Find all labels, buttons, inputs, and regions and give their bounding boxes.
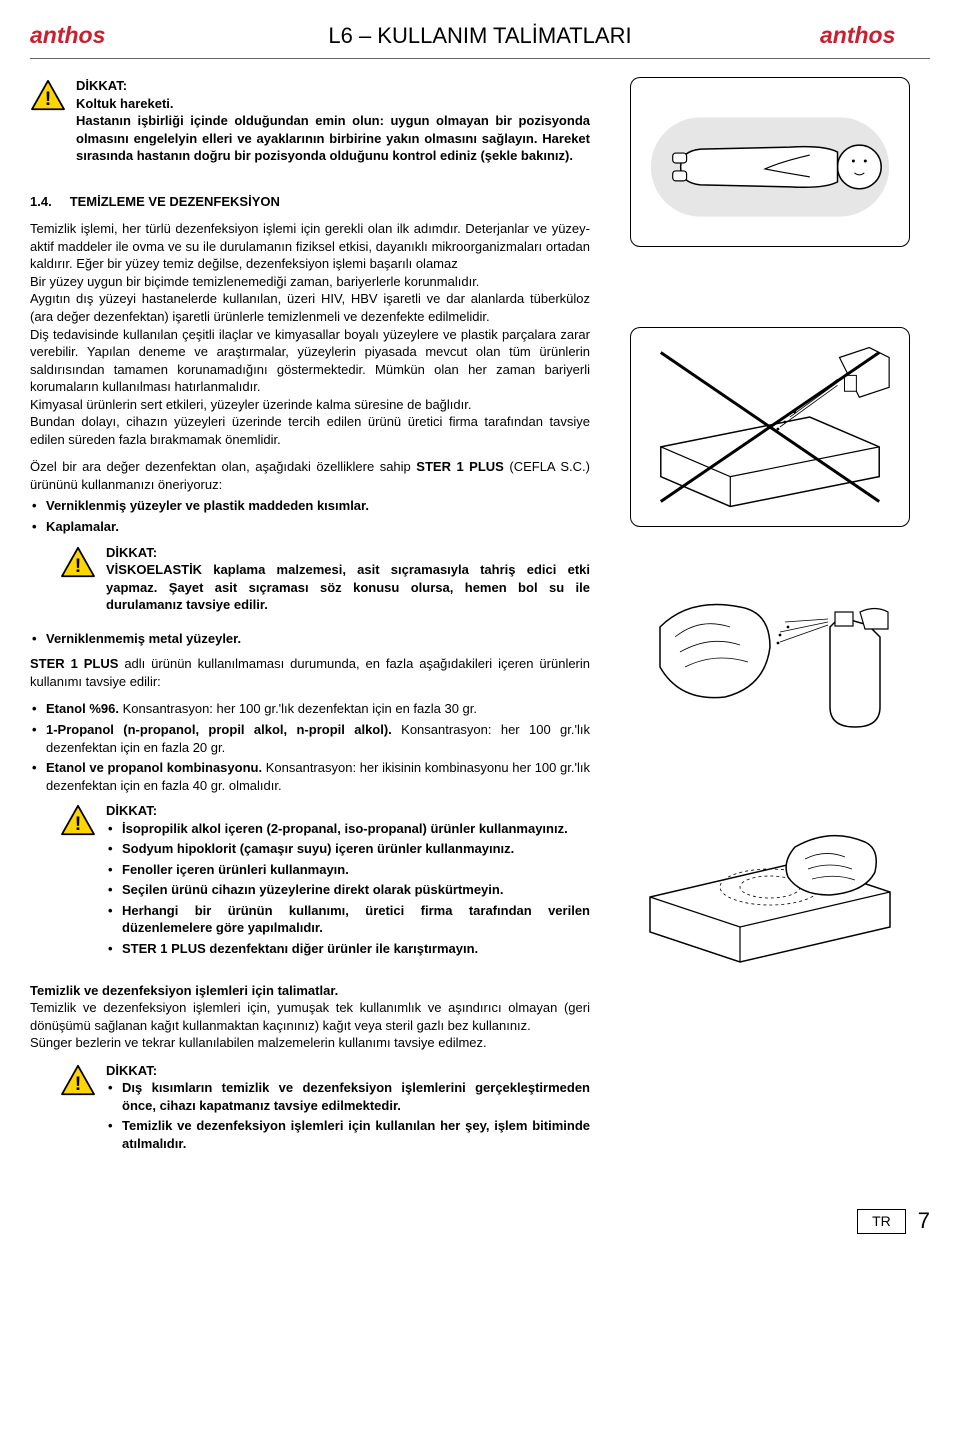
page-title: L6 – KULLANIM TALİMATLARI xyxy=(140,21,820,51)
list-item: Etanol ve propanol kombinasyonu. Konsant… xyxy=(30,759,590,794)
page-header: anthos L6 – KULLANIM TALİMATLARI anthos xyxy=(30,20,930,59)
figure-no-direct-spray xyxy=(630,327,910,527)
section-heading: 1.4. TEMİZLEME VE DEZENFEKSİYON xyxy=(30,193,590,211)
list-item: Seçilen ürünü cihazın yüzeylerine direkt… xyxy=(106,881,590,899)
warning-icon: ! xyxy=(60,804,96,836)
section-title: TEMİZLEME VE DEZENFEKSİYON xyxy=(70,193,280,211)
logo-right: anthos xyxy=(820,20,930,52)
warning-turn-off: ! DİKKAT: Dış kısımların temizlik ve dez… xyxy=(30,1062,590,1161)
svg-text:anthos: anthos xyxy=(820,22,895,48)
list-item: 1-Propanol (n-propanol, propil alkol, n-… xyxy=(30,721,590,756)
list-item: Verniklenmiş yüzeyler ve plastik maddede… xyxy=(30,497,590,515)
warning4-list: Dış kısımların temizlik ve dezenfeksiyon… xyxy=(106,1079,590,1152)
instructions-block: Temizlik ve dezenfeksiyon işlemleri için… xyxy=(30,982,590,1052)
text-column: ! DİKKAT: Koltuk hareketi. Hastanın işbi… xyxy=(30,77,590,1176)
ster1-bullets: Verniklenmiş yüzeyler ve plastik maddede… xyxy=(30,497,590,535)
svg-text:!: ! xyxy=(45,88,52,110)
warning-icon: ! xyxy=(60,546,96,578)
figure-spray-on-cloth xyxy=(630,557,910,757)
list-item: Herhangi bir ürünün kullanımı, üretici f… xyxy=(106,902,590,937)
list-item: Kaplamalar. xyxy=(30,518,590,536)
para: Temizlik işlemi, her türlü dezenfeksiyon… xyxy=(30,220,590,448)
list-item: Etanol %96. Konsantrasyon: her 100 gr.'l… xyxy=(30,700,590,718)
warning-icon: ! xyxy=(60,1064,96,1096)
svg-text:!: ! xyxy=(75,1072,82,1094)
figure-column xyxy=(610,77,930,1176)
warning-body: Hastanın işbirliği içinde olduğundan emi… xyxy=(76,112,590,165)
warning-title: Koltuk hareketi. xyxy=(76,96,174,111)
figure-wipe-surface xyxy=(630,787,910,987)
list-item: STER 1 PLUS dezenfektanı diğer ürünler i… xyxy=(106,940,590,958)
figure-patient-position xyxy=(630,77,910,247)
warning-icon: ! xyxy=(30,79,66,111)
warning-body: VİSKOELASTİK kaplama malzemesi, asit sıç… xyxy=(106,562,590,612)
ster1-recommend: Özel bir ara değer dezenfektan olan, aşa… xyxy=(30,458,590,493)
footer-language: TR xyxy=(857,1209,906,1234)
section-number: 1.4. xyxy=(30,193,52,211)
list-item: Fenoller içeren ürünleri kullanmayın. xyxy=(106,861,590,879)
alt-products-intro: STER 1 PLUS adlı ürünün kullanılmaması d… xyxy=(30,655,590,690)
warning-label: DİKKAT: xyxy=(106,802,590,820)
svg-text:!: ! xyxy=(75,813,82,835)
warning3-list: İsopropilik alkol içeren (2-propanal, is… xyxy=(106,820,590,958)
bullet-c: Verniklenmemiş metal yüzeyler. xyxy=(30,630,590,648)
svg-text:!: ! xyxy=(75,554,82,576)
list-item: Verniklenmemiş metal yüzeyler. xyxy=(30,630,590,648)
warning-label: DİKKAT: xyxy=(106,544,590,562)
svg-text:anthos: anthos xyxy=(30,22,105,48)
warning-label: DİKKAT: xyxy=(76,77,590,95)
warning-chair-movement: ! DİKKAT: Koltuk hareketi. Hastanın işbi… xyxy=(30,77,590,165)
page-footer: TR 7 xyxy=(30,1206,930,1236)
warning-do-not-use: ! DİKKAT: İsopropilik alkol içeren (2-pr… xyxy=(30,802,590,965)
footer-page-number: 7 xyxy=(918,1206,930,1236)
alt-products-list: Etanol %96. Konsantrasyon: her 100 gr.'l… xyxy=(30,700,590,794)
warning-label: DİKKAT: xyxy=(106,1062,590,1080)
list-item: Sodyum hipoklorit (çamaşır suyu) içeren … xyxy=(106,840,590,858)
warning-viscoelastic: ! DİKKAT: VİSKOELASTİK kaplama malzemesi… xyxy=(30,544,590,614)
list-item: Temizlik ve dezenfeksiyon işlemleri için… xyxy=(106,1117,590,1152)
list-item: İsopropilik alkol içeren (2-propanal, is… xyxy=(106,820,590,838)
list-item: Dış kısımların temizlik ve dezenfeksiyon… xyxy=(106,1079,590,1114)
logo-left: anthos xyxy=(30,20,140,52)
